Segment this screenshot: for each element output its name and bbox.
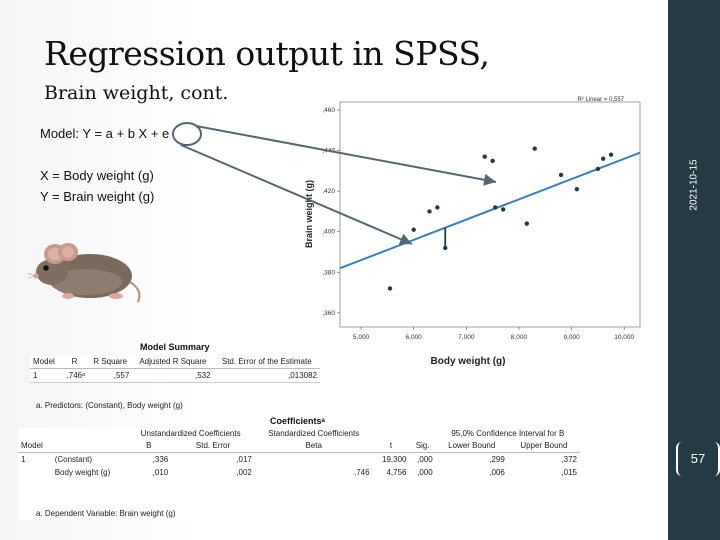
model-equation: Model: Y = a + b X + e <box>40 126 170 141</box>
table-cell: ,557 <box>88 368 133 383</box>
mouse-image <box>28 243 141 303</box>
y-tick-label: ,440 <box>322 148 335 155</box>
table-cell: 19,300 <box>372 452 410 466</box>
table-cell: ,336 <box>126 452 172 466</box>
x-tick-label: 5,000 <box>353 334 370 341</box>
x-axis-label: Body weight (g) <box>431 356 506 367</box>
column-header: B <box>126 440 172 453</box>
model-summary-title: Model Summary <box>140 342 210 352</box>
table-cell: 4,756 <box>386 468 407 477</box>
model-summary-note: a. Predictors: (Constant), Body weight (… <box>36 401 183 410</box>
column-header: Beta <box>254 440 373 453</box>
table-cell: ,006 <box>489 468 505 477</box>
table-cell: ,372 <box>507 452 580 466</box>
data-point <box>500 207 506 212</box>
coefficients-title: Coefficientsᵃ <box>270 416 325 426</box>
y-tick-label: ,360 <box>322 310 335 317</box>
data-point <box>443 245 448 251</box>
y-axis-label: Brain weight (g) <box>304 180 314 248</box>
table-cell: ,000 <box>417 468 433 477</box>
data-point <box>387 286 393 291</box>
y-tick-label: ,400 <box>322 229 335 236</box>
data-point <box>532 146 537 151</box>
data-point <box>493 205 498 210</box>
coefficients-table: Unstandardized Coefficients Standardized… <box>18 428 580 479</box>
group-header: 95,0% Confidence Interval for B <box>451 429 565 438</box>
data-point <box>427 209 432 214</box>
data-point <box>574 186 580 192</box>
coefficients-panel: Unstandardized Coefficients Standardized… <box>18 428 580 520</box>
group-header: Standardized Coefficients <box>268 429 360 438</box>
slide-title: Regression output in SPSS, <box>44 34 490 73</box>
column-header: Adjusted R Square <box>132 356 214 369</box>
column-header: t <box>372 440 410 453</box>
plot-frame <box>339 101 641 328</box>
x-definition: X = Body weight (g) <box>40 168 154 183</box>
table-cell <box>254 452 373 466</box>
table-cell: ,015 <box>561 468 577 477</box>
column-header: Std. Error of the Estimate <box>213 356 320 369</box>
table-cell: ,532 <box>132 368 214 383</box>
y-tick-label: ,380 <box>322 269 335 276</box>
table-cell: (Constant) <box>51 452 127 466</box>
data-point <box>482 154 487 159</box>
table-cell: ,013082 <box>213 368 320 383</box>
table-cell: ,299 <box>435 452 508 466</box>
data-point <box>600 156 606 161</box>
table-row: 1 (Constant) ,336 ,017 19,300 ,000 ,299 … <box>18 452 580 466</box>
column-header: Model <box>18 440 52 453</box>
column-header: Sig. <box>409 440 436 453</box>
data-point <box>490 158 495 163</box>
data-point <box>524 221 530 226</box>
slide-subtitle: Brain weight, cont. <box>44 82 229 104</box>
column-header: Std. Error <box>171 440 255 453</box>
model-summary-table: Model R R Square Adjusted R Square Std. … <box>30 356 320 383</box>
y-tick-label: ,460 <box>322 107 335 114</box>
x-tick-label: 8,000 <box>511 334 528 341</box>
table-cell: ,002 <box>236 468 252 477</box>
group-header: Unstandardized Coefficients <box>140 429 241 438</box>
table-cell: ,000 <box>409 452 436 466</box>
table-row: 1 ,746ᵃ ,557 ,532 ,013082 <box>30 368 320 383</box>
coefficients-note: a. Dependent Variable: Brain weight (g) <box>36 509 176 518</box>
table-cell: 1 <box>30 368 61 383</box>
data-point <box>435 205 440 210</box>
x-tick-label: 10,000 <box>614 334 634 341</box>
regression-line <box>339 151 641 270</box>
x-tick-label: 7,000 <box>458 334 475 341</box>
table-cell <box>18 466 52 479</box>
scatter-plot: R² Linear = 0,557 Body weight (g) Brain … <box>298 92 648 374</box>
column-header: R <box>60 356 89 369</box>
column-header <box>51 440 127 453</box>
data-point <box>608 152 614 157</box>
page-number: 57 <box>676 442 720 476</box>
table-cell: Body weight (g) <box>54 468 111 477</box>
x-tick-label: 9,000 <box>563 334 580 341</box>
table-cell: ,746ᵃ <box>60 368 89 383</box>
fit-legend: R² Linear = 0,557 <box>577 97 624 103</box>
table-row: Body weight (g) ,010 ,002 ,746 4,756 ,00… <box>18 466 580 479</box>
column-header: Upper Bound <box>507 440 580 453</box>
column-header: Model <box>30 356 61 369</box>
data-point <box>595 166 601 172</box>
table-cell: ,017 <box>171 452 255 466</box>
y-tick-label: ,420 <box>322 188 335 195</box>
table-cell: ,010 <box>152 468 169 477</box>
x-tick-label: 6,000 <box>406 334 423 341</box>
table-cell: ,746 <box>353 468 370 477</box>
column-header: R Square <box>88 356 133 369</box>
table-cell: 1 <box>18 452 52 466</box>
data-point <box>411 227 416 232</box>
data-point <box>558 172 564 178</box>
column-header: Lower Bound <box>435 440 508 453</box>
slide-date: 2021-10-15 <box>688 159 700 211</box>
y-definition: Y = Brain weight (g) <box>40 189 155 204</box>
